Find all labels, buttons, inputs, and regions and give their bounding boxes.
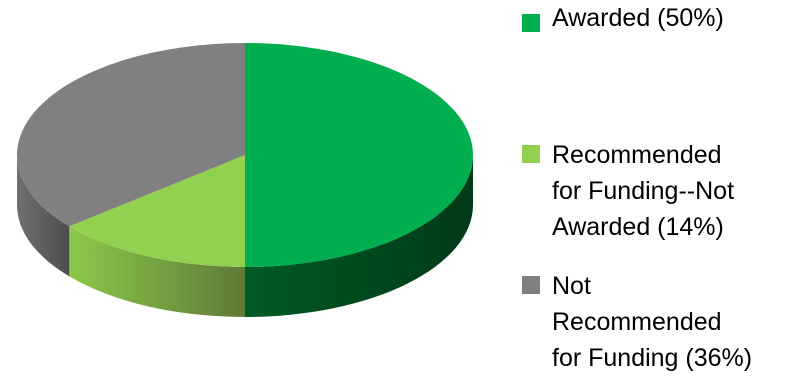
- pie-tops: [16, 43, 473, 267]
- pie-sides: [17, 155, 473, 317]
- pie-side-not-recommended: [17, 155, 70, 277]
- legend-swatch-recommended-not-awarded: [522, 145, 540, 163]
- pie-slice-not-recommended: [16, 43, 246, 227]
- pie-slice-awarded: [245, 43, 473, 267]
- pie-side-recommended-not-awarded: [69, 226, 245, 317]
- legend-swatch-awarded: [522, 14, 540, 32]
- pie-side-awarded: [245, 155, 473, 317]
- legend-label-not-recommended: Not Recommended for Funding (36%): [552, 272, 753, 372]
- legend-label-awarded: Awarded (50%): [552, 4, 724, 32]
- pie-slice-recommended-not-awarded: [69, 155, 245, 267]
- legend-swatch-not-recommended: [522, 276, 540, 294]
- legend-label-recommended-not-awarded: Recommended for Funding--Not Awarded (14…: [552, 141, 735, 241]
